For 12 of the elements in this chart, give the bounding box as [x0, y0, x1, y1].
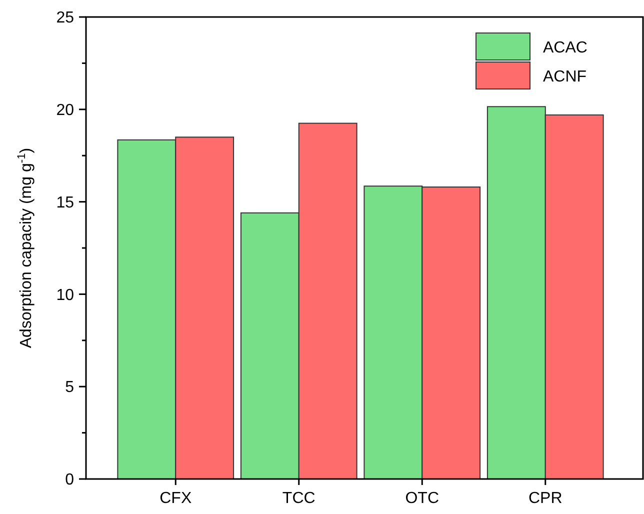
legend-label: ACNF — [543, 68, 587, 86]
x-tick-label: CPR — [528, 490, 562, 507]
legend-label: ACAC — [543, 40, 588, 57]
x-tick-label: OTC — [405, 490, 440, 507]
y-tick-label: 20 — [56, 102, 74, 119]
y-tick-label: 0 — [65, 472, 74, 489]
y-tick-label: 5 — [65, 379, 74, 396]
x-tick-label: CFX — [160, 490, 192, 507]
y-tick-label: 10 — [56, 286, 74, 304]
x-tick-label: TCC — [282, 490, 316, 507]
y-tick-label: 25 — [56, 10, 74, 27]
y-tick-label: 15 — [56, 194, 74, 212]
